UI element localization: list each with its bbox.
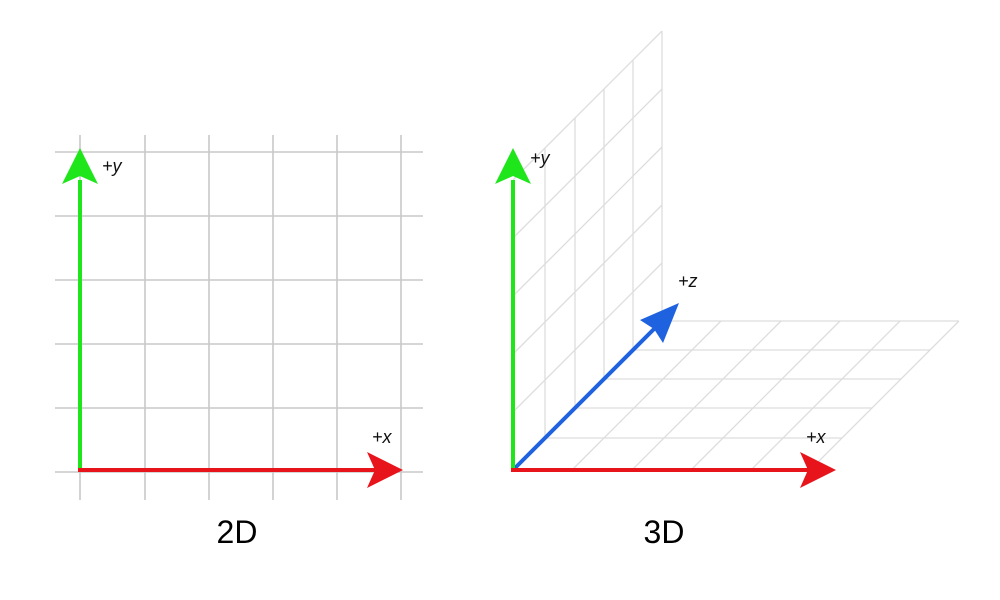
panel-2d: +y +x 2D [55, 135, 423, 550]
panel-title-2d: 2D [217, 514, 258, 550]
axis-label-y-2d: +y [102, 156, 123, 176]
grid-2d [55, 135, 423, 500]
y-axis-3d [495, 148, 531, 472]
x-axis-3d [511, 452, 836, 488]
axis-label-z-3d: +z [678, 271, 698, 291]
y-axis-2d [62, 148, 98, 472]
arrow-icon [640, 303, 679, 343]
axis-label-y-3d: +y [530, 148, 551, 168]
arrow-icon [800, 452, 836, 488]
z-axis-3d [511, 303, 679, 472]
grid-3d-floor [512, 320, 960, 471]
panel-3d: +y +z +x 3D [495, 30, 960, 550]
arrow-icon [495, 148, 531, 184]
axis-label-x-3d: +x [806, 427, 827, 447]
arrow-icon [367, 452, 403, 488]
x-axis-2d [78, 452, 403, 488]
arrow-icon [62, 148, 98, 184]
grid-3d-wall [512, 30, 663, 471]
panel-title-3d: 3D [644, 514, 685, 550]
axis-label-x-2d: +x [372, 427, 393, 447]
